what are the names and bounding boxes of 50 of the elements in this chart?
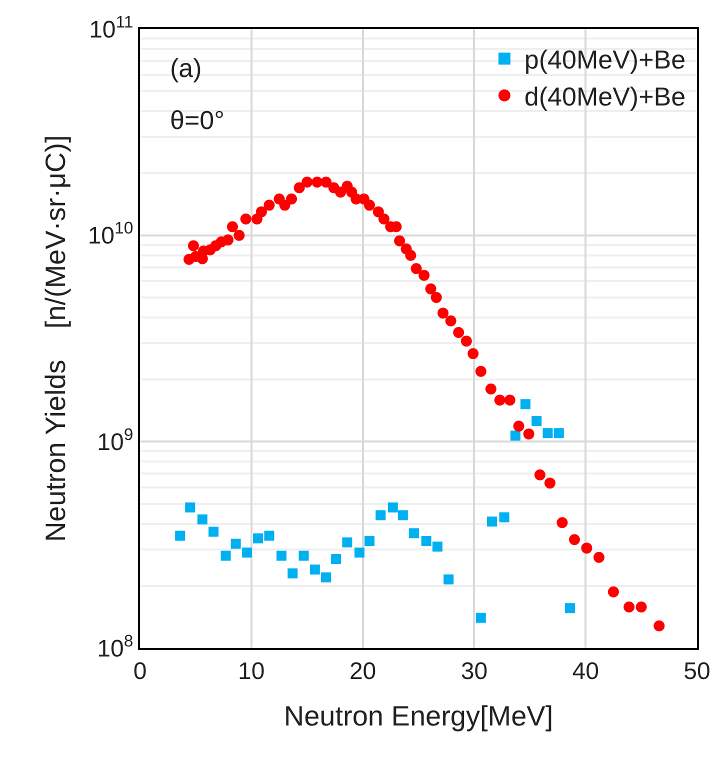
point (310, 564, 320, 575)
legend-label: p(40MeV)+Be (524, 44, 686, 75)
point (532, 416, 542, 426)
legend-label: d(40MeV)+Be (524, 82, 686, 112)
point (185, 502, 196, 512)
point (264, 530, 274, 541)
point (421, 536, 432, 546)
point (432, 542, 442, 552)
point (197, 514, 208, 524)
point (298, 550, 309, 561)
point (364, 536, 374, 546)
point (376, 510, 386, 520)
point (565, 603, 575, 614)
point (554, 428, 564, 438)
point (487, 516, 498, 527)
x-tick-label: 10 (238, 658, 265, 685)
y-tick-label: 10$^{9}$ (97, 424, 134, 456)
point (208, 526, 219, 537)
y-tick-label: 10$^{11}$ (89, 12, 134, 44)
x-tick-label: 40 (572, 658, 599, 685)
x-tick-label: 0 (133, 658, 147, 685)
point (409, 528, 420, 538)
point (476, 612, 486, 623)
point (342, 537, 352, 548)
point (398, 510, 408, 520)
x-axis-title: Neutron Energy[MeV] (284, 700, 554, 732)
point (321, 572, 332, 582)
annotation: (a) (170, 53, 202, 83)
point (388, 502, 398, 512)
y-tick-label: 10$^{8}$ (97, 631, 134, 662)
point (242, 548, 252, 558)
point (510, 430, 520, 441)
point (220, 550, 231, 561)
point (288, 568, 298, 578)
point (230, 538, 241, 549)
annotation: θ=0° (170, 105, 225, 135)
x-tick-label: 20 (349, 658, 376, 685)
x-tick-label: 30 (460, 658, 488, 685)
point (354, 548, 364, 558)
point (253, 533, 264, 544)
x-tick-label: 50 (684, 658, 710, 685)
point (542, 428, 553, 438)
point (520, 399, 530, 410)
y-tick-label: 10$^{10}$ (88, 218, 134, 250)
point (444, 574, 454, 584)
y-axis-title: Neutron Yields [n/(MeV·sr·μC)] (40, 135, 72, 542)
point (175, 530, 186, 541)
point (499, 512, 510, 522)
point (276, 550, 286, 561)
point (331, 554, 342, 564)
